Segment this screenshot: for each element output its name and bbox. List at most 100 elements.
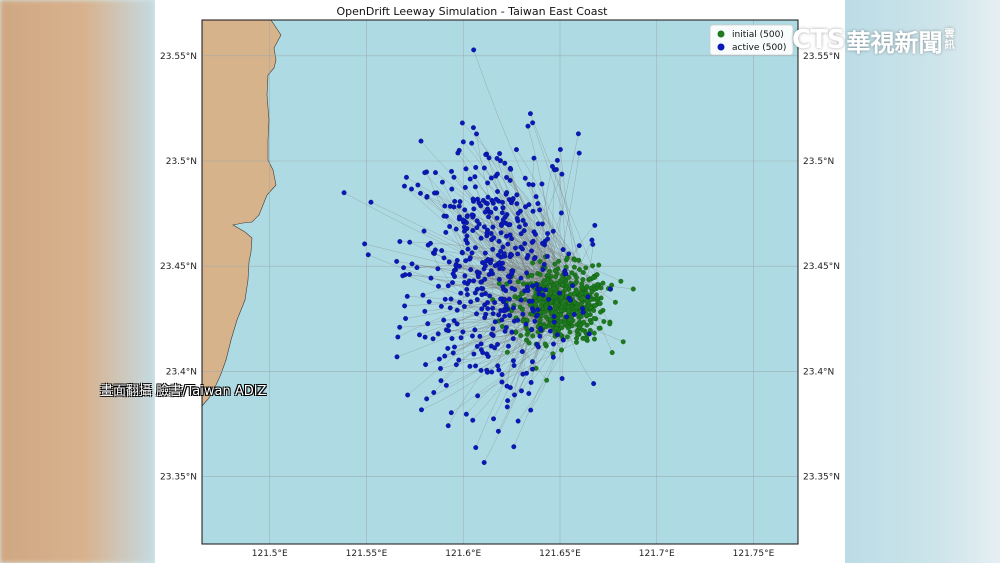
initial-point	[607, 321, 613, 327]
trajectory-line	[497, 173, 592, 280]
active-point	[404, 293, 410, 299]
active-point	[483, 152, 489, 158]
active-point	[488, 231, 494, 236]
initial-point	[581, 319, 587, 325]
active-point	[482, 315, 488, 320]
active-point	[494, 215, 500, 221]
trajectory-line	[463, 141, 546, 285]
active-point	[513, 245, 518, 251]
x-tick-label: 121.5°E	[252, 549, 288, 559]
active-point	[484, 369, 490, 375]
active-point	[499, 223, 504, 228]
active-point	[475, 393, 481, 399]
active-point	[563, 271, 569, 277]
active-point	[530, 120, 536, 126]
active-point	[511, 363, 517, 368]
active-point	[516, 224, 522, 230]
active-point	[436, 356, 442, 362]
initial-point	[537, 317, 543, 323]
y-tick-label-left: 23.35°N	[160, 473, 197, 483]
y-tick-label-left: 23.5°N	[166, 157, 197, 167]
active-point	[509, 271, 515, 276]
active-point	[480, 350, 486, 356]
active-point	[445, 283, 451, 289]
active-point	[490, 246, 496, 252]
background-blur-left	[0, 0, 155, 563]
active-point	[403, 316, 409, 321]
y-tick-label-left: 23.45°N	[160, 262, 197, 272]
logo-chinese: 華視新聞	[846, 28, 943, 57]
active-point	[541, 262, 547, 267]
active-point	[566, 251, 572, 257]
active-point	[529, 298, 535, 304]
active-point	[504, 212, 510, 218]
active-point	[538, 326, 543, 332]
initial-point	[600, 280, 606, 286]
active-point	[544, 253, 550, 259]
active-point	[451, 318, 457, 324]
active-point	[505, 343, 511, 349]
active-point	[515, 218, 521, 224]
active-point	[394, 354, 400, 360]
active-point	[474, 311, 480, 317]
active-point	[442, 353, 448, 359]
active-point	[529, 326, 535, 332]
trajectory-line	[502, 207, 548, 280]
initial-point	[592, 303, 598, 309]
active-point	[502, 297, 508, 302]
initial-point	[566, 308, 572, 314]
initial-point	[566, 274, 572, 280]
trajectory-line	[403, 267, 568, 287]
active-point	[401, 265, 407, 271]
active-point	[497, 263, 503, 269]
initial-point	[594, 282, 600, 288]
active-point	[525, 288, 531, 294]
initial-point	[591, 308, 597, 313]
active-point	[500, 284, 506, 290]
active-point	[471, 278, 477, 284]
initial-point	[567, 329, 573, 335]
active-point	[485, 194, 491, 200]
active-point	[470, 196, 476, 202]
active-point	[495, 341, 500, 347]
active-point	[420, 292, 426, 298]
active-point	[467, 176, 473, 182]
active-point	[547, 328, 553, 334]
active-point	[460, 139, 466, 145]
active-point	[499, 210, 505, 216]
initial-point	[559, 347, 564, 353]
active-point	[592, 222, 598, 228]
active-point	[421, 228, 427, 234]
active-point	[499, 379, 505, 385]
active-point	[424, 194, 430, 199]
trajectory-line	[466, 326, 580, 415]
active-point	[459, 120, 465, 126]
active-point	[511, 444, 517, 450]
active-point	[459, 249, 465, 255]
active-point	[448, 410, 454, 416]
active-point	[424, 396, 430, 402]
active-point	[514, 192, 520, 198]
active-point	[507, 177, 513, 183]
active-point	[458, 335, 464, 341]
initial-point	[591, 315, 597, 321]
active-point	[522, 222, 528, 227]
active-point	[511, 305, 516, 311]
active-point	[531, 256, 537, 262]
active-point	[520, 217, 526, 223]
initial-point	[596, 262, 602, 268]
active-point	[445, 345, 451, 351]
initial-point	[601, 319, 607, 324]
active-point	[505, 273, 511, 279]
active-point	[485, 300, 491, 305]
active-point	[470, 228, 476, 233]
initial-point	[583, 265, 589, 271]
active-point	[471, 351, 477, 357]
active-point	[445, 423, 451, 429]
active-point	[468, 267, 474, 273]
active-point	[432, 190, 437, 196]
active-point	[492, 319, 498, 325]
active-point	[439, 248, 445, 254]
initial-point	[590, 263, 596, 269]
active-point	[472, 290, 478, 296]
